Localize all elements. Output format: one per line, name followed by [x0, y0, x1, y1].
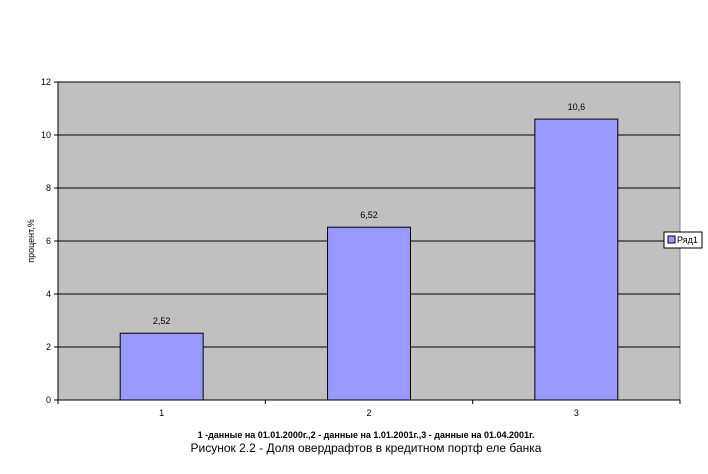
y-tick-label: 2: [46, 342, 51, 352]
x-axis: 1 2 3: [57, 399, 681, 418]
y-axis-label: процент,%: [26, 219, 36, 263]
data-label: 2,52: [153, 316, 171, 326]
bar: [534, 118, 619, 401]
x-axis-caption: 1 -данные на 01.01.2000г.,2 - данные на …: [197, 430, 535, 440]
bar: [327, 226, 411, 401]
figure-caption: Рисунок 2.2 - Доля овердрафтов в кредитн…: [190, 441, 542, 455]
y-tick-label: 10: [41, 130, 51, 140]
data-label: 6,52: [360, 210, 378, 220]
y-axis: 0 2 4 6 8 10 12: [41, 77, 59, 405]
legend: Ряд1: [663, 231, 703, 249]
y-tick-label: 8: [46, 183, 51, 193]
legend-swatch: [667, 235, 676, 244]
y-tick-label: 6: [46, 236, 51, 246]
y-tick-label: 12: [41, 77, 51, 87]
legend-entry: Ряд1: [677, 235, 698, 245]
x-tick-label: 1: [159, 408, 164, 418]
bars: 2,52 6,52 10,6: [119, 102, 619, 401]
y-tick-label: 4: [46, 289, 51, 299]
data-label: 10,6: [568, 102, 586, 112]
x-tick-label: 2: [366, 408, 371, 418]
y-tick-label: 0: [46, 395, 51, 405]
bar: [119, 332, 204, 401]
x-tick-label: 3: [574, 408, 579, 418]
